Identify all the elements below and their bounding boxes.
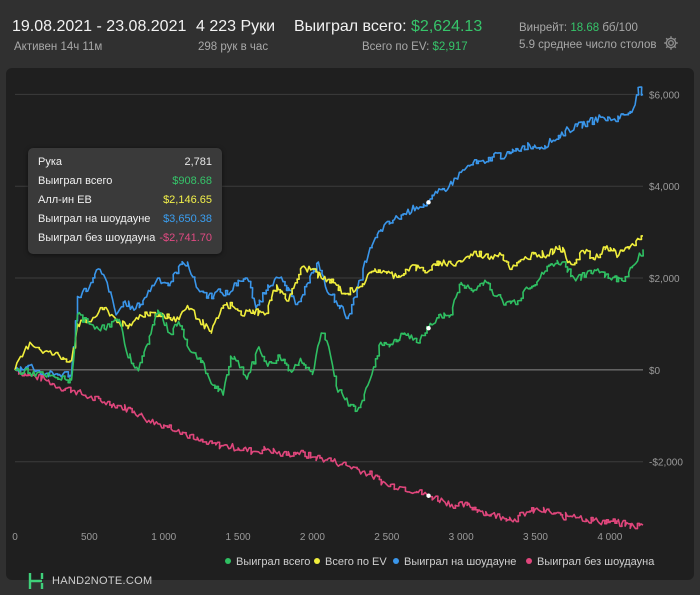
tooltip-label: Выиграл на шоудауне — [38, 213, 151, 225]
y-tick-label: -$2,000 — [649, 458, 683, 469]
logo-text: HAND2NOTE.COM — [52, 575, 153, 587]
series-line — [14, 249, 644, 413]
tooltip-value: 2,781 — [184, 156, 212, 168]
tooltip-row: Алл-ин ЕВ $2,146.65 — [38, 194, 212, 210]
legend-dot — [526, 558, 532, 564]
hover-point — [426, 200, 431, 205]
y-tick-label: $4,000 — [649, 182, 680, 193]
active-time: Активен 14ч 11м — [14, 41, 103, 53]
x-tick-label: 0 — [12, 532, 18, 543]
x-tick-label: 2 500 — [374, 532, 399, 543]
profit-chart[interactable]: -$2,000 $0 $2,000 $4,000 $6,000 0 500 1 000 1 50… — [6, 68, 694, 580]
tooltip-label: Выиграл всего — [38, 175, 113, 187]
avg-tables: 5.9 среднее число столов — [519, 39, 657, 51]
y-tick-label: $6,000 — [649, 90, 680, 101]
tooltip-label: Алл-ин ЕВ — [38, 194, 92, 206]
x-tick-label: 500 — [81, 532, 98, 543]
legend-label: Выиграл на шоудауне — [404, 556, 517, 568]
won-ev-label: Всего по EV: — [362, 41, 430, 53]
hover-point — [426, 493, 431, 498]
won-ev: Всего по EV: $2,917 — [362, 41, 468, 53]
hover-tooltip: Рука 2,781 Выиграл всего $908.68 Алл-ин ЕВ $2… — [28, 148, 222, 254]
won-total-label: Выиграл всего: — [294, 18, 407, 35]
hover-point — [426, 325, 431, 331]
winrate-unit: бб/100 — [602, 22, 638, 34]
gear-icon[interactable] — [663, 35, 679, 51]
won-ev-value: $2,917 — [432, 41, 468, 53]
tooltip-row: Выиграл без шоудауна -$2,741.70 — [38, 232, 212, 248]
tooltip-value: $908.68 — [172, 175, 212, 187]
legend-dot — [393, 558, 399, 564]
tooltip-row: Выиграл всего $908.68 — [38, 175, 212, 191]
y-tick-label: $0 — [649, 366, 661, 377]
winrate: Винрейт: 18.68 бб/100 — [519, 22, 638, 34]
x-tick-label: 4 000 — [597, 532, 622, 543]
winrate-label: Винрейт: — [519, 22, 568, 34]
legend-item[interactable]: Выиграл без шоудауна — [526, 556, 654, 568]
won-total-value: $2,624.13 — [411, 18, 483, 35]
y-tick-label: $2,000 — [649, 274, 680, 285]
tooltip-label: Выиграл без шоудауна — [38, 232, 156, 244]
legend-dot — [314, 558, 320, 564]
legend-item[interactable]: Выиграл всего — [225, 556, 310, 568]
h2n-logo-icon — [28, 573, 44, 589]
tooltip-label: Рука — [38, 156, 63, 168]
hands-count: 4 223 Руки — [196, 18, 276, 35]
legend-label: Выиграл без шоудауна — [537, 556, 655, 568]
legend-label: Выиграл всего — [236, 556, 311, 568]
x-tick-label: 1 000 — [151, 532, 176, 543]
x-tick-label: 2 000 — [300, 532, 325, 543]
legend-item[interactable]: Выиграл на шоудауне — [393, 556, 516, 568]
date-range: 19.08.2021 - 23.08.2021 — [12, 18, 187, 35]
legend-item[interactable]: Всего по EV — [314, 556, 387, 568]
tooltip-value: -$2,741.70 — [159, 232, 212, 244]
hands-per-hour: 298 рук в час — [198, 41, 269, 53]
series-line — [14, 235, 643, 371]
x-tick-label: 3 000 — [449, 532, 474, 543]
tooltip-value: $3,650.38 — [163, 213, 212, 225]
legend-label: Всего по EV — [325, 556, 387, 568]
tooltip-value: $2,146.65 — [163, 194, 212, 206]
chart-panel[interactable]: -$2,000 $0 $2,000 $4,000 $6,000 0 500 1 000 1 50… — [6, 68, 694, 589]
series-line — [14, 369, 644, 530]
hand2note-logo: HAND2NOTE.COM — [28, 572, 152, 592]
tooltip-row: Выиграл на шоудауне $3,650.38 — [38, 213, 212, 229]
tooltip-row: Рука 2,781 — [38, 156, 212, 172]
x-tick-label: 1 500 — [226, 532, 251, 543]
series-line — [14, 86, 644, 378]
winrate-value: 18.68 — [570, 22, 600, 34]
x-tick-label: 3 500 — [523, 532, 548, 543]
legend-dot — [225, 558, 231, 564]
won-total: Выиграл всего: $2,624.13 — [294, 18, 482, 36]
